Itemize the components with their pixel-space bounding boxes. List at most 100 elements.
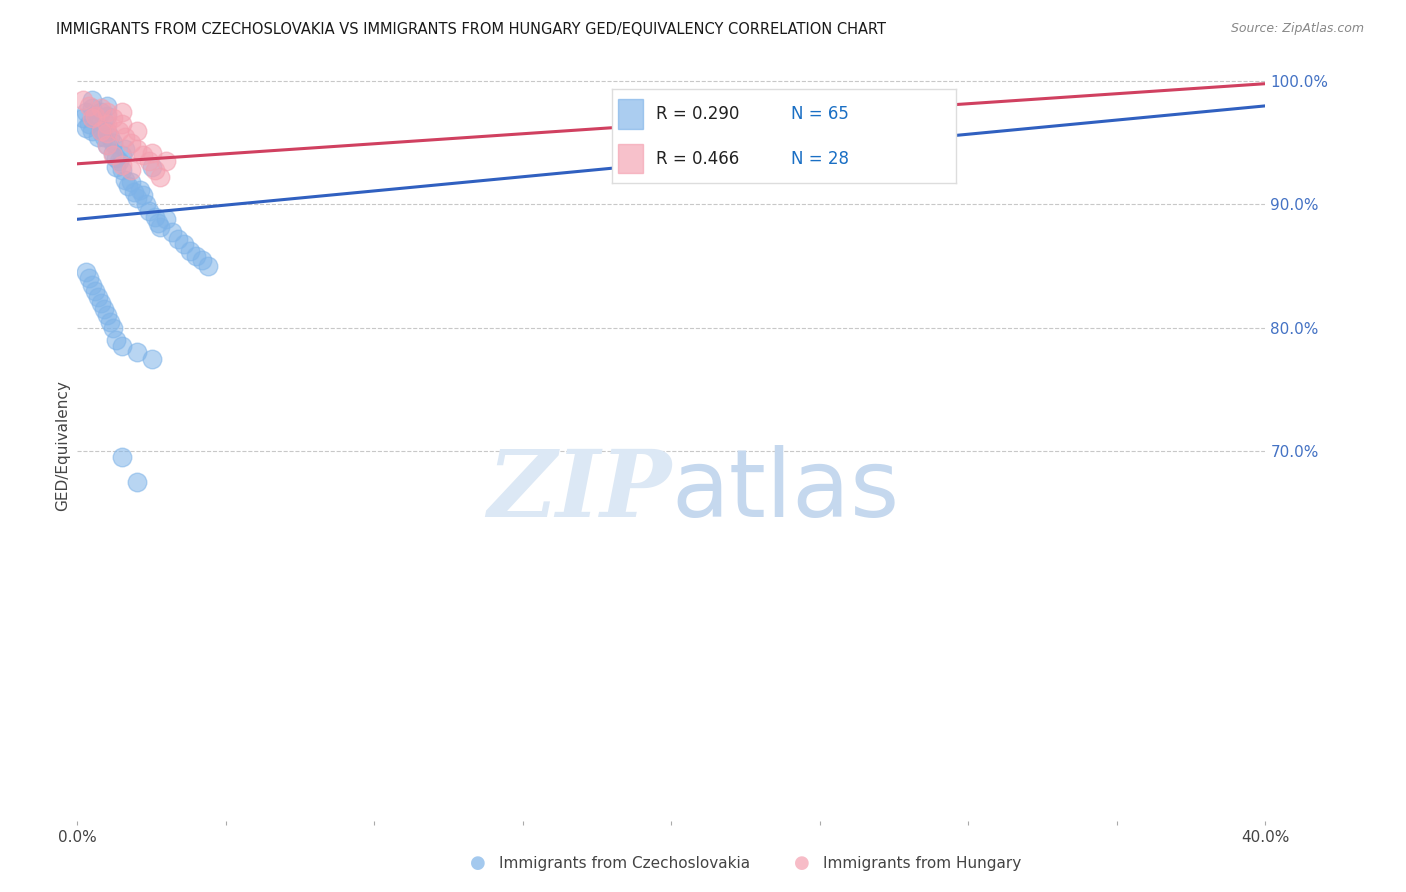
Point bbox=[111, 117, 134, 131]
Point bbox=[149, 219, 172, 234]
Point bbox=[138, 154, 160, 169]
Point bbox=[120, 136, 142, 150]
Point bbox=[90, 296, 112, 310]
Point bbox=[120, 163, 142, 178]
Point bbox=[104, 333, 127, 347]
Point bbox=[122, 185, 145, 199]
Point bbox=[75, 121, 97, 136]
Point bbox=[96, 138, 118, 153]
Text: Source: ZipAtlas.com: Source: ZipAtlas.com bbox=[1230, 22, 1364, 36]
Text: N = 65: N = 65 bbox=[790, 104, 849, 122]
Point bbox=[111, 450, 134, 464]
Point bbox=[104, 151, 127, 165]
Point bbox=[125, 475, 148, 489]
Bar bbox=[619, 144, 643, 173]
Point bbox=[114, 142, 136, 156]
Point bbox=[77, 99, 100, 113]
Point bbox=[90, 123, 112, 137]
Point bbox=[77, 271, 100, 285]
Text: N = 28: N = 28 bbox=[790, 150, 849, 168]
Point bbox=[77, 117, 100, 131]
Point bbox=[167, 232, 190, 246]
Point bbox=[111, 339, 134, 353]
Text: Immigrants from Czechoslovakia: Immigrants from Czechoslovakia bbox=[499, 856, 751, 871]
Point bbox=[96, 117, 118, 131]
Point bbox=[72, 111, 94, 125]
Bar bbox=[619, 98, 643, 128]
Point bbox=[82, 277, 104, 292]
Point bbox=[138, 203, 160, 218]
Point bbox=[125, 142, 148, 156]
Point bbox=[84, 109, 107, 123]
Text: Immigrants from Hungary: Immigrants from Hungary bbox=[823, 856, 1021, 871]
Point bbox=[179, 244, 201, 259]
Point bbox=[146, 216, 169, 230]
Point bbox=[125, 191, 148, 205]
Y-axis label: GED/Equivalency: GED/Equivalency bbox=[55, 381, 70, 511]
Point bbox=[173, 236, 195, 251]
Point bbox=[98, 314, 121, 328]
Point bbox=[128, 183, 150, 197]
Point bbox=[101, 148, 124, 162]
Point bbox=[131, 187, 153, 202]
Point bbox=[82, 101, 104, 115]
Point bbox=[125, 123, 148, 137]
Point bbox=[114, 129, 136, 144]
Point bbox=[101, 136, 124, 150]
Point bbox=[197, 259, 219, 273]
Point bbox=[108, 123, 131, 137]
Point bbox=[93, 129, 115, 144]
Point bbox=[111, 158, 134, 172]
Point bbox=[141, 145, 163, 160]
Point bbox=[141, 351, 163, 366]
Point bbox=[143, 210, 166, 224]
Point bbox=[111, 105, 134, 120]
Text: ●: ● bbox=[470, 855, 486, 872]
Point bbox=[155, 212, 177, 227]
Point bbox=[720, 138, 742, 153]
Point bbox=[191, 252, 214, 267]
Point bbox=[75, 105, 97, 120]
Point bbox=[82, 123, 104, 137]
Point bbox=[135, 197, 157, 211]
Point bbox=[131, 148, 153, 162]
Point bbox=[155, 154, 177, 169]
Point bbox=[93, 302, 115, 317]
Point bbox=[120, 175, 142, 189]
Point bbox=[101, 145, 124, 160]
Point bbox=[82, 93, 104, 107]
Point bbox=[72, 93, 94, 107]
Point bbox=[96, 105, 118, 120]
Point bbox=[87, 290, 110, 304]
Point bbox=[96, 99, 118, 113]
Point bbox=[98, 129, 121, 144]
Point bbox=[90, 105, 112, 120]
Point bbox=[117, 178, 139, 193]
Text: R = 0.466: R = 0.466 bbox=[657, 150, 740, 168]
Point bbox=[84, 284, 107, 298]
Point bbox=[82, 111, 104, 125]
Point bbox=[96, 123, 118, 137]
Point bbox=[101, 111, 124, 125]
Point bbox=[96, 138, 118, 153]
Point bbox=[808, 99, 831, 113]
Point bbox=[186, 249, 208, 263]
Point bbox=[90, 123, 112, 137]
Point bbox=[104, 161, 127, 175]
Text: atlas: atlas bbox=[672, 445, 900, 537]
Point bbox=[96, 309, 118, 323]
Point bbox=[149, 170, 172, 185]
Point bbox=[143, 163, 166, 178]
Point bbox=[141, 161, 163, 175]
Point bbox=[84, 109, 107, 123]
Text: ZIP: ZIP bbox=[486, 446, 672, 536]
Text: ●: ● bbox=[793, 855, 810, 872]
Point bbox=[93, 113, 115, 128]
Point bbox=[108, 154, 131, 169]
Point bbox=[114, 173, 136, 187]
Point bbox=[162, 225, 184, 239]
Text: R = 0.290: R = 0.290 bbox=[657, 104, 740, 122]
Point bbox=[90, 101, 112, 115]
Point bbox=[96, 109, 118, 123]
Point bbox=[96, 126, 118, 140]
